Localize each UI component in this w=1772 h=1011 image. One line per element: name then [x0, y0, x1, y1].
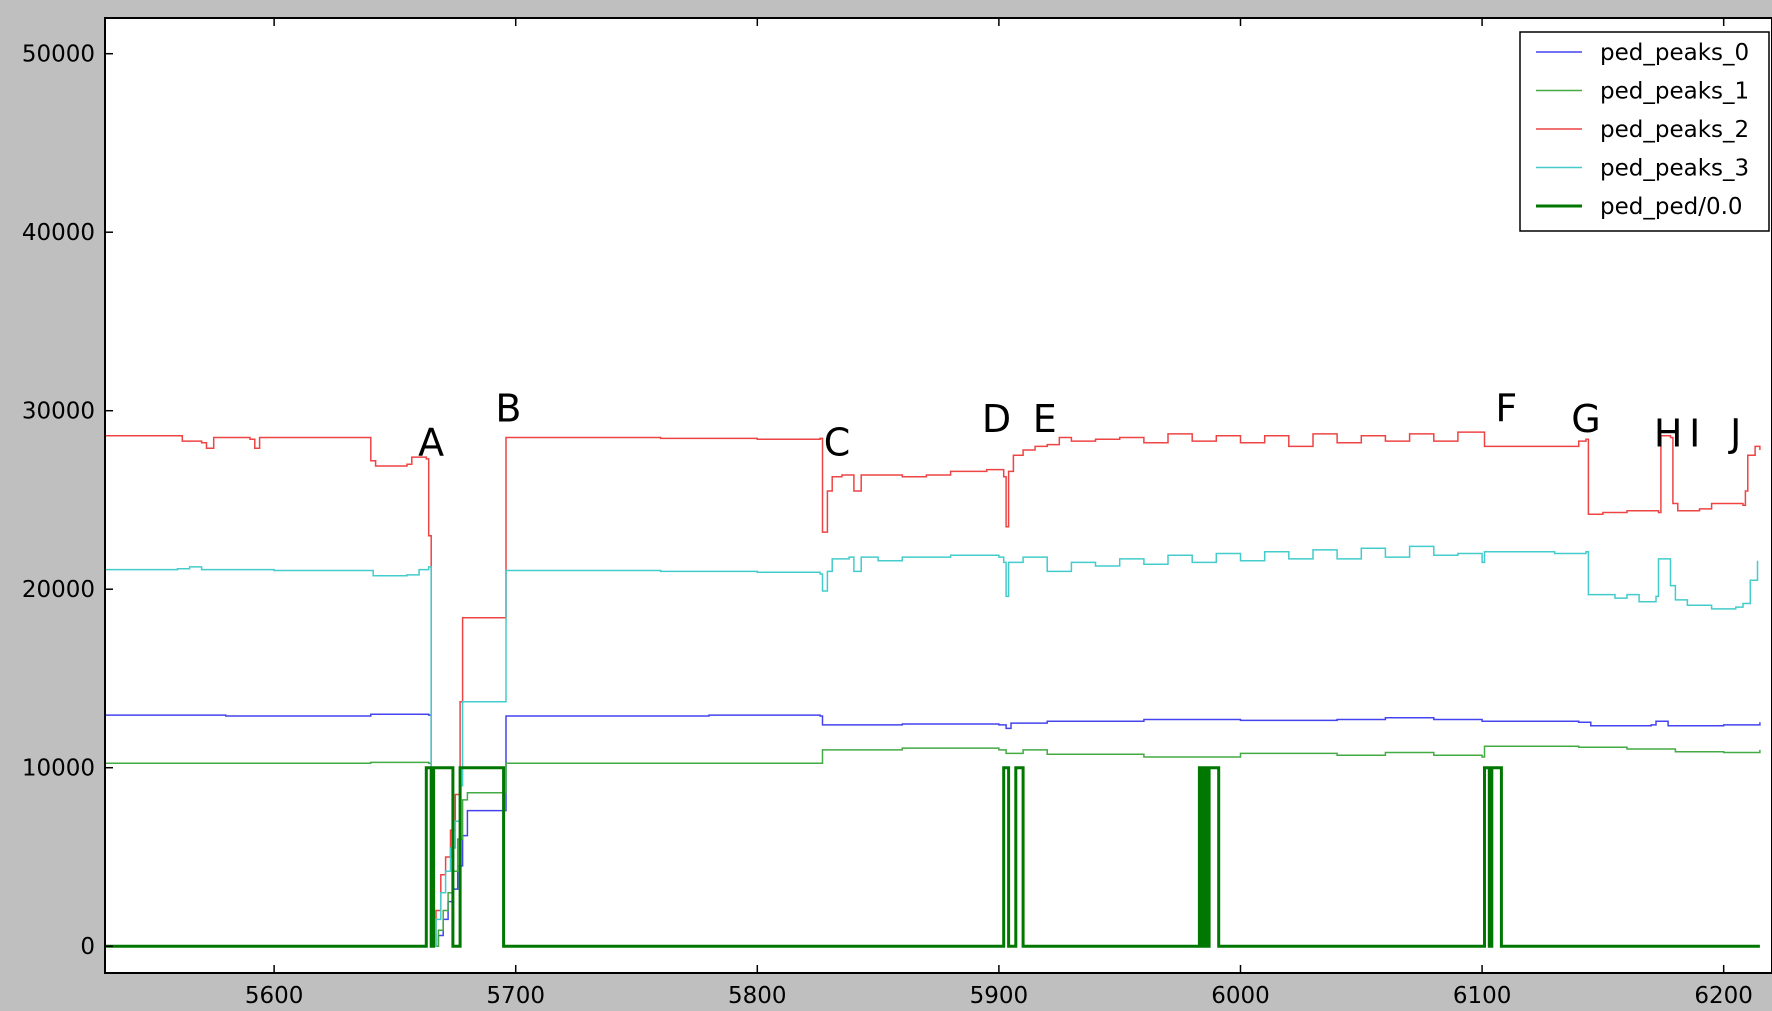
y-tick-label: 10000 — [22, 756, 95, 782]
legend-entry: ped_peaks_1 — [1600, 79, 1749, 105]
annotation-label: D — [982, 397, 1011, 441]
annotation-label: I — [1689, 411, 1700, 455]
legend-box — [1519, 31, 1770, 232]
legend-entry: ped_ped/0.0 — [1600, 194, 1743, 220]
series-line-2 — [105, 431, 1761, 947]
x-tick-label: 5900 — [970, 983, 1029, 1009]
annotation-label: A — [418, 420, 444, 464]
x-tick-label: 6000 — [1211, 983, 1270, 1009]
annotation-label: E — [1033, 397, 1057, 441]
y-axis: 0 10000 20000 30000 40000 50000 — [22, 42, 113, 960]
series-line-0 — [105, 713, 1761, 947]
y-tick-label: 0 — [80, 934, 95, 960]
annotation-label: C — [824, 420, 851, 464]
x-tick-label: 5600 — [245, 983, 304, 1009]
x-tick-label: 6100 — [1453, 983, 1512, 1009]
series-layer — [105, 431, 1761, 948]
y-tick-label: 20000 — [22, 577, 95, 603]
annotation-label: F — [1495, 386, 1517, 430]
legend: ped_peaks_0 ped_peaks_1 ped_peaks_2 ped_pea… — [1519, 31, 1770, 232]
x-tick-label: 5700 — [486, 983, 545, 1009]
annotation-label: J — [1728, 411, 1741, 455]
annotation-label: G — [1571, 397, 1600, 441]
annotation-layer: A B C D E F G H I J — [418, 386, 1741, 464]
y-tick-label: 40000 — [22, 220, 95, 246]
series-line-1 — [105, 745, 1761, 947]
annotation-label: H — [1654, 411, 1683, 455]
legend-entry: ped_peaks_3 — [1600, 156, 1749, 182]
x-tick-label: 6200 — [1694, 983, 1753, 1009]
plot-frame — [104, 17, 1772, 974]
x-tick-label: 5800 — [728, 983, 787, 1009]
legend-entry: ped_peaks_2 — [1600, 117, 1749, 143]
y-tick-label: 30000 — [22, 399, 95, 425]
series-line-3 — [105, 545, 1759, 947]
annotation-label: B — [495, 386, 521, 430]
legend-entry: ped_peaks_0 — [1600, 40, 1749, 66]
series-line-4 — [105, 766, 1760, 948]
y-tick-label: 50000 — [22, 42, 95, 68]
x-axis: 5600 5700 5800 5900 6000 6100 6200 — [245, 18, 1753, 1009]
plot-area — [105, 18, 1772, 973]
